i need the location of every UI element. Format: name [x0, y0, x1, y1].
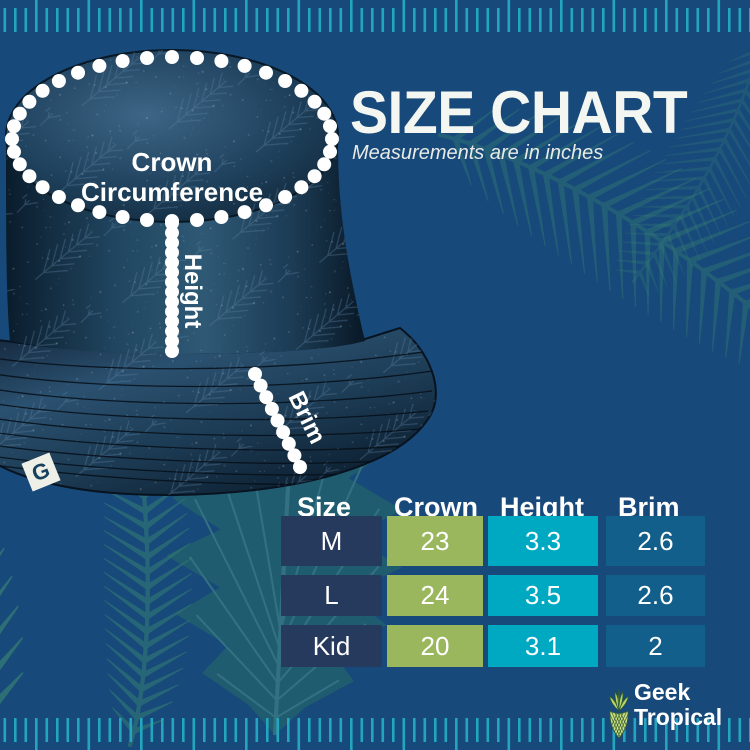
svg-text:Geek: Geek	[634, 679, 690, 705]
svg-text:Tropical: Tropical	[634, 704, 722, 730]
